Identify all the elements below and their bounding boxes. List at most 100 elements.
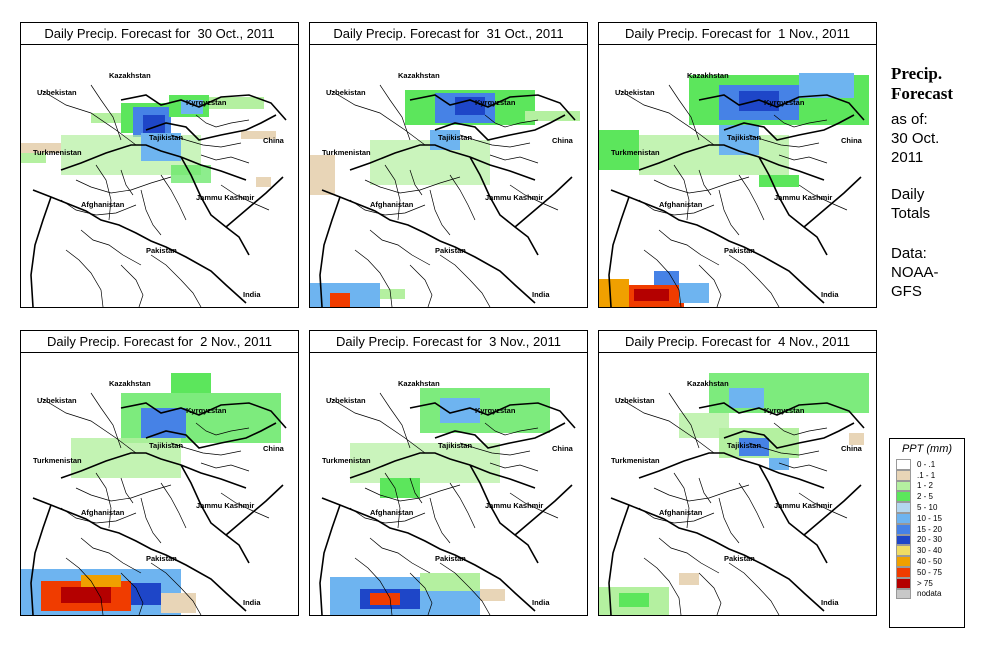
legend-label: 40 - 50 bbox=[917, 557, 942, 567]
legend-header: PPT (mm) bbox=[901, 443, 953, 455]
legend-swatch bbox=[896, 566, 911, 578]
panel-title: Daily Precip. Forecast for 31 Oct., 2011 bbox=[310, 23, 587, 45]
label-pakistan: Pakistan bbox=[724, 554, 755, 563]
map-labels: Kazakhstan Uzbekistan Kyrgyzstan Tajikis… bbox=[33, 379, 285, 607]
legend-label: > 75 bbox=[917, 578, 933, 588]
label-india: India bbox=[243, 290, 261, 299]
sidebar-title-line2: Forecast bbox=[891, 84, 953, 103]
label-china: China bbox=[841, 136, 863, 145]
legend-item: 1 - 2 bbox=[896, 480, 964, 492]
label-jammu-kashmir: Jammu Kashmir bbox=[774, 193, 832, 202]
label-uzbekistan: Uzbekistan bbox=[326, 88, 366, 97]
totals-line2: Totals bbox=[891, 205, 931, 222]
label-china: China bbox=[263, 444, 285, 453]
precip-field bbox=[21, 95, 276, 187]
legend-item: 2 - 5 bbox=[896, 491, 964, 503]
legend-swatch bbox=[896, 480, 911, 492]
label-kazakhstan: Kazakhstan bbox=[687, 379, 729, 388]
forecast-panel-4-nov: Daily Precip. Forecast for 4 Nov., 2011 … bbox=[598, 330, 877, 616]
map-labels: Kazakhstan Uzbekistan Kyrgyzstan Tajikis… bbox=[611, 71, 863, 299]
label-kazakhstan: Kazakhstan bbox=[398, 379, 440, 388]
legend-swatch bbox=[896, 545, 911, 557]
label-afghanistan: Afghanistan bbox=[659, 200, 703, 209]
label-jammu-kashmir: Jammu Kashmir bbox=[485, 193, 543, 202]
sidebar-asof: as of: 30 Oct. 2011 bbox=[891, 110, 939, 167]
sidebar-data-source: Data: NOAA- GFS bbox=[891, 244, 939, 301]
label-india: India bbox=[243, 598, 261, 607]
label-tajikistan: Tajikistan bbox=[727, 441, 761, 450]
precip-map: Kazakhstan Uzbekistan Kyrgyzstan Tajikis… bbox=[599, 71, 869, 307]
legend-label: 5 - 10 bbox=[917, 503, 938, 513]
panel-title: Daily Precip. Forecast for 1 Nov., 2011 bbox=[599, 23, 876, 45]
label-uzbekistan: Uzbekistan bbox=[37, 88, 77, 97]
legend-label: 20 - 30 bbox=[917, 535, 942, 545]
sidebar-totals: Daily Totals bbox=[891, 185, 930, 223]
precip-field bbox=[310, 90, 580, 307]
label-kyrgyzstan: Kyrgyzstan bbox=[186, 98, 227, 107]
totals-line1: Daily bbox=[891, 186, 925, 203]
data-line3: GFS bbox=[891, 283, 922, 300]
legend-label: 2 - 5 bbox=[917, 492, 934, 502]
panel-title: Daily Precip. Forecast for 3 Nov., 2011 bbox=[310, 331, 587, 353]
legend-label: 15 - 20 bbox=[917, 524, 942, 534]
panel-title: Daily Precip. Forecast for 2 Nov., 2011 bbox=[21, 331, 298, 353]
label-china: China bbox=[263, 136, 285, 145]
sidebar-title-line1: Precip. bbox=[891, 64, 943, 83]
panel-title: Daily Precip. Forecast for 30 Oct., 2011 bbox=[21, 23, 298, 45]
legend-swatch bbox=[896, 534, 911, 546]
label-jammu-kashmir: Jammu Kashmir bbox=[485, 501, 543, 510]
label-kazakhstan: Kazakhstan bbox=[109, 71, 151, 80]
label-turkmenistan: Turkmenistan bbox=[611, 456, 660, 465]
precip-field bbox=[599, 73, 869, 307]
label-kyrgyzstan: Kyrgyzstan bbox=[186, 406, 227, 415]
label-kazakhstan: Kazakhstan bbox=[398, 71, 440, 80]
legend-swatch bbox=[896, 556, 911, 567]
panel-title: Daily Precip. Forecast for 4 Nov., 2011 bbox=[599, 331, 876, 353]
label-turkmenistan: Turkmenistan bbox=[33, 148, 82, 157]
precip-field bbox=[330, 388, 550, 615]
asof-line3: 2011 bbox=[891, 149, 924, 166]
legend-swatch bbox=[896, 469, 911, 481]
label-afghanistan: Afghanistan bbox=[81, 200, 125, 209]
label-uzbekistan: Uzbekistan bbox=[615, 396, 655, 405]
forecast-panel-31-oct: Daily Precip. Forecast for 31 Oct., 2011… bbox=[309, 22, 588, 308]
label-jammu-kashmir: Jammu Kashmir bbox=[196, 193, 254, 202]
legend-swatch bbox=[896, 491, 911, 503]
forecast-panel-3-nov: Daily Precip. Forecast for 3 Nov., 2011 … bbox=[309, 330, 588, 616]
precip-map: Kazakhstan Uzbekistan Kyrgyzstan Tajikis… bbox=[319, 379, 576, 615]
label-pakistan: Pakistan bbox=[435, 554, 466, 563]
label-pakistan: Pakistan bbox=[435, 246, 466, 255]
forecast-panel-30-oct: Daily Precip. Forecast for 30 Oct., 2011… bbox=[20, 22, 299, 308]
label-uzbekistan: Uzbekistan bbox=[615, 88, 655, 97]
label-turkmenistan: Turkmenistan bbox=[322, 148, 371, 157]
legend-item: nodata bbox=[896, 588, 964, 600]
legend-item: 40 - 50 bbox=[896, 556, 964, 567]
label-kazakhstan: Kazakhstan bbox=[109, 379, 151, 388]
legend-swatch bbox=[896, 512, 911, 524]
legend-label: 10 - 15 bbox=[917, 513, 942, 523]
label-china: China bbox=[841, 444, 863, 453]
forecast-panel-1-nov: Daily Precip. Forecast for 1 Nov., 2011 … bbox=[598, 22, 877, 308]
map-labels: Kazakhstan Uzbekistan Kyrgyzstan Tajikis… bbox=[33, 71, 285, 299]
legend-item: 15 - 20 bbox=[896, 523, 964, 535]
legend-item: 20 - 30 bbox=[896, 534, 964, 546]
legend-swatch bbox=[896, 502, 911, 513]
data-line1: Data: bbox=[891, 245, 927, 262]
label-turkmenistan: Turkmenistan bbox=[322, 456, 371, 465]
precip-map: Kazakhstan Uzbekistan Kyrgyzstan Tajikis… bbox=[21, 373, 287, 615]
legend-item: 5 - 10 bbox=[896, 502, 964, 513]
asof-line1: as of: bbox=[891, 111, 928, 128]
label-tajikistan: Tajikistan bbox=[438, 133, 472, 142]
precip-map: Kazakhstan Uzbekistan Kyrgyzstan Tajikis… bbox=[310, 71, 580, 307]
label-turkmenistan: Turkmenistan bbox=[33, 456, 82, 465]
legend-item: 30 - 40 bbox=[896, 545, 964, 557]
label-india: India bbox=[532, 598, 550, 607]
legend-item: > 75 bbox=[896, 577, 964, 589]
legend-label: nodata bbox=[917, 589, 942, 599]
precip-map: Kazakhstan Uzbekistan Kyrgyzstan Tajikis… bbox=[21, 71, 287, 307]
label-turkmenistan: Turkmenistan bbox=[611, 148, 660, 157]
legend-item: 50 - 75 bbox=[896, 566, 964, 578]
label-afghanistan: Afghanistan bbox=[659, 508, 703, 517]
